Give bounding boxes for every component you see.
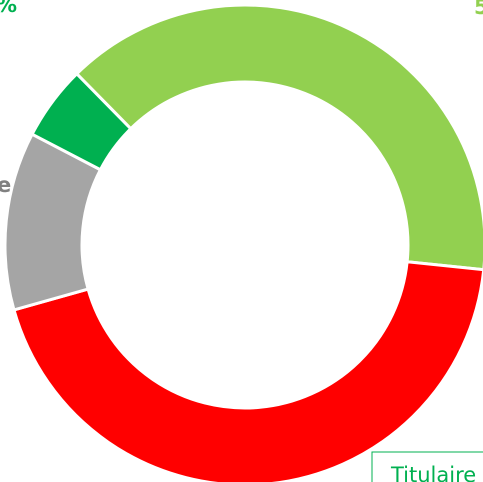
donut-slice xyxy=(74,3,483,272)
label-box xyxy=(371,451,483,482)
donut-slice xyxy=(12,260,483,482)
annotation: Titulaire xyxy=(390,463,476,482)
annotation: 5 xyxy=(474,0,483,19)
annotation: e xyxy=(0,173,11,197)
donut-slice xyxy=(30,71,133,172)
annotation: % xyxy=(0,0,17,17)
